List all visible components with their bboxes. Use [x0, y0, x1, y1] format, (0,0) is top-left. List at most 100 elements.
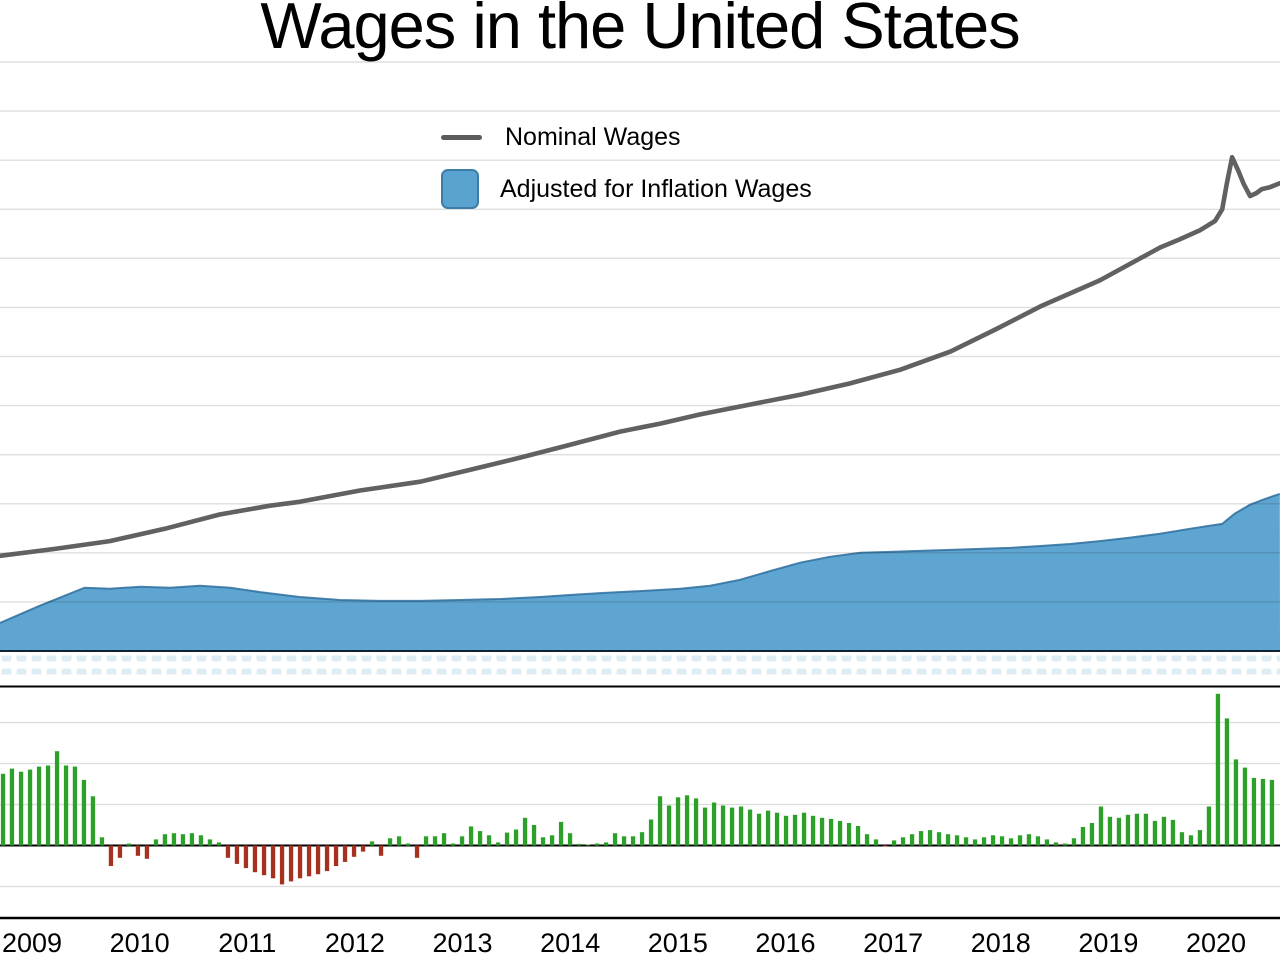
positive-bar: [792, 814, 798, 846]
positive-bar: [693, 798, 699, 846]
positive-bar: [729, 807, 735, 846]
positive-bar: [459, 836, 465, 846]
positive-bar: [90, 796, 96, 846]
positive-bar: [45, 765, 51, 846]
positive-bar: [486, 835, 492, 846]
real-area-swatch: [441, 169, 479, 209]
positive-bar: [747, 809, 753, 846]
positive-bar: [1161, 816, 1167, 846]
positive-bar: [1035, 836, 1041, 846]
positive-bar: [126, 843, 132, 846]
positive-bar: [873, 839, 879, 846]
positive-bar: [1206, 806, 1212, 846]
positive-bar: [1017, 835, 1023, 846]
positive-bar: [18, 771, 24, 846]
x-axis-label: 2011: [218, 928, 277, 958]
negative-bar: [234, 845, 240, 864]
positive-bar: [81, 779, 87, 846]
positive-bar: [531, 825, 537, 846]
positive-bar: [441, 833, 447, 846]
positive-bar: [711, 802, 717, 846]
nominal-wages-line: [0, 154, 1280, 559]
positive-bar: [1098, 806, 1104, 846]
positive-bar: [450, 843, 456, 846]
positive-bar: [189, 833, 195, 846]
positive-bar: [72, 766, 78, 846]
x-axis-label: 2010: [109, 928, 170, 958]
positive-bar: [1152, 820, 1158, 846]
x-axis-label: 2015: [647, 928, 708, 958]
positive-bar: [855, 826, 861, 846]
positive-bar: [981, 837, 987, 846]
positive-bar: [162, 834, 168, 846]
positive-bar: [432, 836, 438, 846]
positive-bar: [648, 819, 654, 846]
positive-bar: [567, 833, 573, 846]
negative-bar: [243, 845, 249, 869]
positive-bar: [936, 832, 942, 846]
positive-bar: [990, 835, 996, 846]
positive-bar: [684, 795, 690, 846]
positive-bar: [999, 836, 1005, 846]
positive-bar: [630, 836, 636, 846]
positive-bar: [603, 842, 609, 846]
positive-bar: [1188, 835, 1194, 846]
positive-bar: [1224, 718, 1230, 846]
negative-bar: [414, 845, 420, 858]
x-axis-label: 2017: [863, 928, 924, 958]
positive-bar: [1170, 819, 1176, 846]
negative-bar: [342, 845, 348, 862]
negative-bar: [360, 845, 366, 852]
positive-bar: [702, 807, 708, 846]
real-wages-area: [0, 493, 1280, 651]
negative-bar: [270, 845, 276, 879]
positive-bar: [513, 829, 519, 846]
nominal-line-swatch: [441, 134, 482, 140]
positive-bar: [216, 842, 222, 846]
positive-bar: [657, 796, 663, 846]
positive-bar: [954, 835, 960, 846]
legend-row-nominal: Nominal Wages: [441, 118, 812, 156]
negative-bar: [261, 845, 267, 876]
x-axis-label: 2009: [1, 928, 63, 958]
positive-bar: [927, 830, 933, 846]
positive-bar: [27, 769, 33, 846]
positive-bar: [720, 805, 726, 846]
negative-bar: [144, 845, 150, 859]
positive-bar: [468, 826, 474, 846]
legend-label-real: Adjusted for Inflation Wages: [500, 174, 812, 203]
positive-bar: [819, 817, 825, 846]
legend-row-real: Adjusted for Inflation Wages: [441, 169, 812, 209]
positive-bar: [585, 844, 591, 846]
positive-bar: [666, 805, 672, 846]
negative-bar: [279, 845, 285, 885]
positive-bar: [387, 838, 393, 846]
positive-bar: [756, 813, 762, 846]
positive-bar: [1116, 817, 1122, 846]
positive-bar: [639, 832, 645, 846]
positive-bar: [396, 836, 402, 846]
positive-bar: [738, 806, 744, 846]
positive-bar: [576, 843, 582, 846]
positive-bar: [1269, 779, 1275, 846]
legend-label-nominal: Nominal Wages: [505, 122, 681, 151]
positive-bar: [1071, 838, 1077, 846]
positive-bar: [207, 839, 213, 846]
positive-bar: [54, 751, 60, 846]
positive-bar: [99, 837, 105, 846]
positive-bar: [909, 834, 915, 846]
negative-bar: [297, 845, 303, 879]
positive-bar: [783, 815, 789, 846]
positive-bar: [594, 843, 600, 846]
positive-bar: [549, 835, 555, 846]
positive-bar: [1125, 814, 1131, 846]
positive-bar: [918, 831, 924, 846]
x-axis-label: 2012: [324, 928, 385, 958]
x-axis-label: 2019: [1078, 928, 1139, 958]
positive-bar: [1008, 838, 1014, 846]
positive-bar: [846, 823, 852, 846]
positive-bar: [180, 834, 186, 846]
positive-bar: [828, 818, 834, 846]
positive-bar: [1143, 813, 1149, 846]
